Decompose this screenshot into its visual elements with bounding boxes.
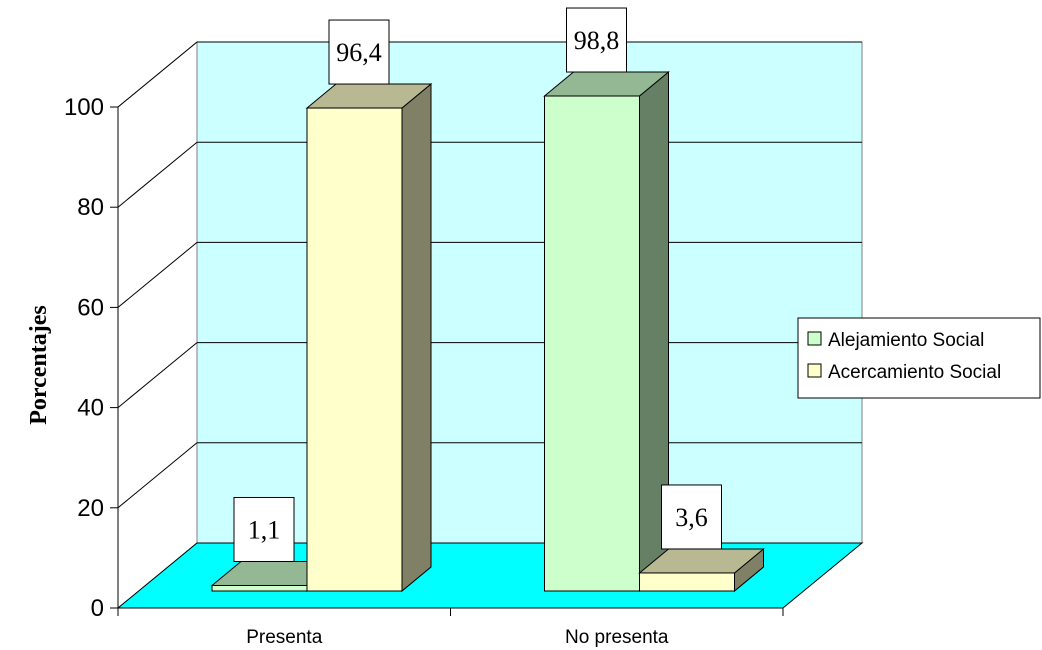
bar-side — [401, 82, 432, 593]
chart-walls — [116, 40, 864, 610]
legend-swatch — [807, 331, 822, 346]
bar — [211, 584, 308, 592]
data-label-box — [233, 496, 295, 562]
gridline-side — [117, 342, 198, 408]
y-tick-label: 40 — [77, 395, 104, 422]
gridline-side — [117, 442, 198, 509]
bar — [639, 572, 735, 592]
x-tick-label: No presenta — [565, 627, 669, 648]
gridline-side — [117, 41, 198, 108]
legend-swatch — [807, 363, 822, 378]
bar — [306, 107, 403, 592]
back-wall — [196, 41, 863, 544]
gridline-side — [117, 242, 198, 308]
bars — [210, 70, 765, 593]
legend: Alejamiento Social Acercamiento Social — [797, 317, 1041, 399]
legend-entry: Acercamiento Social — [828, 362, 1001, 383]
side-wall — [117, 40, 198, 610]
data-label-box — [661, 484, 722, 550]
data-labels: 1,1 96,4 98,8 3,6 — [233, 7, 722, 562]
y-axis-label: Porcentajes — [26, 305, 52, 425]
y-tick-label: 100 — [64, 94, 104, 121]
y-tick-label: 80 — [77, 194, 104, 221]
data-label: 98,8 — [574, 26, 620, 55]
y-axis: 0 20 40 60 80 100 Presenta No presenta — [64, 94, 784, 648]
data-label-box — [566, 7, 627, 73]
legend-box — [797, 317, 1041, 399]
bar — [544, 95, 640, 592]
data-label: 96,4 — [336, 38, 382, 67]
x-tick-label: Presenta — [246, 627, 322, 648]
data-label: 1,1 — [248, 515, 281, 544]
y-tick-label: 0 — [91, 595, 104, 622]
data-label-box — [328, 19, 390, 85]
y-tick-label: 20 — [77, 495, 104, 522]
legend-entry: Alejamiento Social — [828, 330, 984, 351]
data-label: 3,6 — [675, 503, 708, 532]
y-tick-label: 60 — [77, 294, 104, 321]
gridline-side — [117, 141, 198, 208]
